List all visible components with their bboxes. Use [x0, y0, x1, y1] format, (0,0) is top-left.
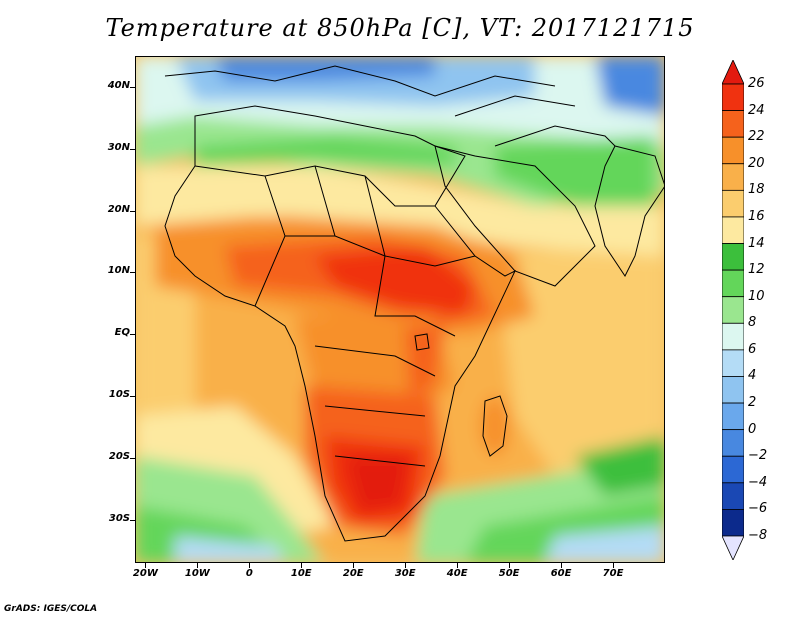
colorbar-level-label: 6 — [748, 341, 757, 357]
colorbar-level-label: 20 — [748, 155, 765, 171]
colorbar-level-label: 10 — [748, 288, 765, 304]
lon-tick-mark — [353, 563, 355, 568]
map-frame — [135, 56, 665, 563]
lon-tick-mark — [457, 563, 459, 568]
colorbar-segment — [722, 482, 744, 510]
colorbar-segment — [722, 429, 744, 457]
lon-tick-label: 40E — [446, 568, 468, 579]
colorbar-segment — [722, 189, 744, 218]
colorbar-level-label: 14 — [748, 235, 765, 251]
colorbar-level-label: −8 — [748, 528, 768, 543]
lat-tick-mark — [130, 272, 135, 274]
lon-tick-mark — [613, 563, 615, 568]
lon-tick-mark — [561, 563, 563, 568]
lat-tick-label: 30S — [108, 512, 130, 524]
lat-tick-label: 30N — [107, 141, 130, 153]
map-title: Temperature at 850hPa [C], VT: 201712171… — [105, 14, 695, 42]
lat-tick-label: EQ — [114, 327, 130, 339]
colorbar-underflow-triangle — [722, 535, 744, 560]
lat-tick-mark — [130, 457, 135, 459]
lat-tick-mark — [130, 519, 135, 521]
lat-tick-label: 10S — [108, 389, 130, 401]
lat-tick-label: 20S — [108, 450, 130, 462]
lon-tick-label: 20W — [132, 568, 158, 579]
colorbar-level-label: −2 — [748, 448, 768, 464]
colorbar — [722, 60, 744, 560]
lon-tick-label: 70E — [602, 568, 624, 579]
colorbar-segment — [722, 136, 744, 165]
colorbar-segment — [722, 296, 744, 324]
lon-tick-mark — [509, 563, 511, 568]
lon-tick-label: 10W — [184, 568, 210, 579]
colorbar-segment — [722, 269, 744, 298]
lat-tick-mark — [130, 86, 135, 88]
temperature-map — [135, 56, 665, 563]
lon-tick-label: 20E — [342, 568, 364, 579]
colorbar-segment — [722, 83, 744, 111]
colorbar-segment — [722, 110, 744, 138]
colorbar-level-label: 2 — [748, 395, 757, 411]
colorbar-overflow-triangle — [722, 60, 744, 85]
colorbar-level-label: 0 — [748, 421, 757, 437]
lon-tick-mark — [197, 563, 199, 568]
lon-tick-label: 30E — [394, 568, 416, 579]
lon-tick-mark — [301, 563, 303, 568]
colorbar-segment — [722, 349, 744, 377]
colorbar-level-label: 12 — [748, 262, 765, 278]
lon-tick-mark — [145, 563, 147, 568]
lat-tick-label: 20N — [107, 203, 130, 215]
lon-tick-label: 60E — [550, 568, 572, 579]
colorbar-segment — [722, 216, 744, 244]
colorbar-segment — [722, 243, 744, 271]
lon-tick-label: 10E — [290, 568, 312, 579]
lon-tick-mark — [405, 563, 407, 568]
colorbar-segment — [722, 322, 744, 351]
grads-credit: GrADS: IGES/COLA — [4, 604, 98, 614]
lon-tick-mark — [249, 563, 251, 568]
lat-tick-label: 10N — [107, 265, 130, 277]
colorbar-level-label: 22 — [748, 129, 765, 145]
colorbar-level-label: 4 — [748, 368, 757, 384]
colorbar-level-label: −4 — [748, 474, 768, 490]
lat-tick-mark — [130, 148, 135, 150]
colorbar-level-label: 26 — [748, 76, 765, 91]
colorbar-level-label: 16 — [748, 208, 765, 224]
lat-tick-mark — [130, 334, 135, 336]
lat-tick-mark — [130, 210, 135, 212]
colorbar-segment — [722, 163, 744, 191]
lat-tick-label: 40N — [107, 79, 130, 91]
lon-tick-label: 0 — [245, 568, 253, 579]
colorbar-segment — [722, 455, 744, 484]
colorbar-level-label: 18 — [748, 182, 765, 198]
colorbar-segment — [722, 376, 744, 404]
colorbar-level-label: 8 — [748, 315, 757, 331]
colorbar-segment — [722, 402, 744, 431]
lon-tick-label: 50E — [498, 568, 520, 579]
colorbar-level-label: −6 — [748, 501, 768, 517]
colorbar-level-label: 24 — [748, 102, 765, 118]
colorbar-segment — [722, 509, 744, 537]
lat-tick-mark — [130, 396, 135, 398]
